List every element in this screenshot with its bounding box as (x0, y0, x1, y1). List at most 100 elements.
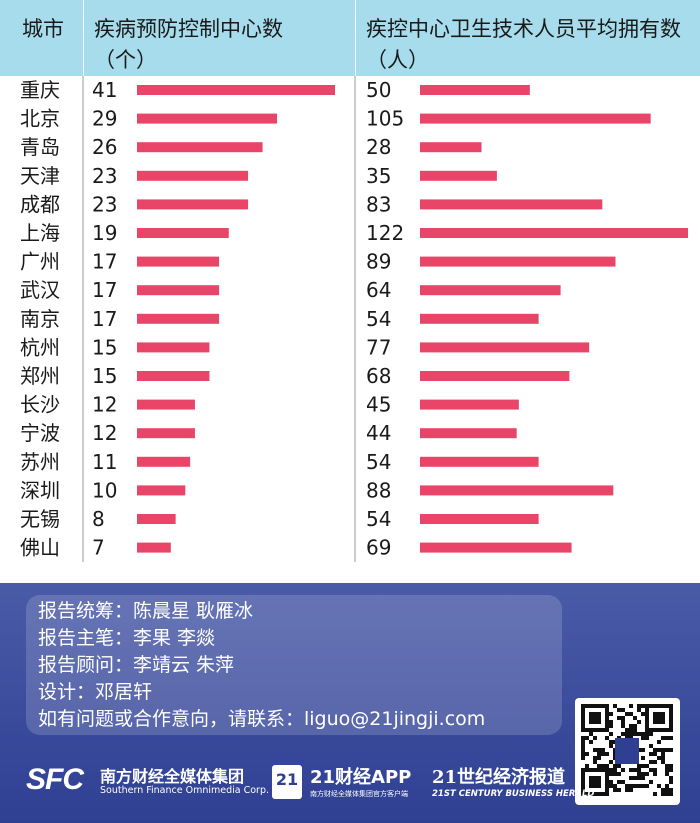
qr-module (669, 788, 673, 792)
staff-avg-bar (420, 371, 570, 381)
staff-avg-bar (420, 256, 616, 267)
qr-module (629, 728, 633, 732)
qr-module (661, 792, 665, 796)
city-column-header: 城市 (22, 17, 64, 41)
qr-module (621, 716, 625, 720)
city-label: 苏州 (20, 450, 60, 474)
qr-module (609, 772, 613, 776)
cdc-count-value: 23 (92, 164, 117, 188)
herald-english-name: 21ST CENTURY BUSINESS HERALD (432, 789, 595, 799)
qr-center-badge (615, 738, 639, 764)
staff-avg-bar (420, 113, 651, 124)
app-badge-icon: 21 (272, 765, 302, 799)
staff-avg-value: 105 (366, 107, 404, 131)
staff-avg-value: 83 (366, 192, 391, 216)
qr-module (585, 736, 589, 740)
qr-module (609, 780, 613, 784)
cdc-count-bar (137, 142, 263, 153)
qr-module (657, 740, 661, 744)
staff-avg-bar (420, 428, 517, 439)
cdc-count-value: 15 (92, 335, 117, 359)
city-label: 宁波 (20, 421, 60, 445)
qr-module (629, 732, 633, 736)
qr-module (665, 748, 669, 752)
qr-module (661, 736, 665, 740)
cdc-count-value: 17 (92, 250, 117, 274)
qr-module (581, 740, 585, 744)
qr-module (649, 760, 653, 764)
qr-module (593, 756, 597, 760)
qr-module (669, 768, 673, 772)
qr-module (641, 732, 645, 736)
cdc-count-value: 23 (92, 192, 117, 216)
staff-avg-bar (420, 142, 482, 153)
qr-module (665, 768, 669, 772)
qr-module (649, 780, 653, 784)
app-subtitle: 南方财经全媒体集团官方客户端 (310, 790, 408, 798)
staff-avg-column-header: 疾控中心卫生技术人员平均拥有数 （人） (366, 17, 681, 72)
qr-module (621, 720, 625, 724)
staff-avg-value: 45 (366, 393, 391, 417)
qr-module (641, 704, 645, 708)
staff-avg-value: 68 (366, 364, 391, 388)
cdc-count-bar (137, 514, 176, 524)
city-label: 成都 (20, 192, 60, 216)
qr-module (609, 712, 613, 716)
qr-module (609, 760, 613, 764)
qr-module (645, 784, 649, 788)
qr-code-icon[interactable] (575, 698, 680, 805)
qr-module (637, 704, 641, 708)
qr-module (629, 724, 633, 728)
qr-module (585, 764, 589, 768)
qr-module (629, 712, 633, 716)
qr-module (605, 736, 609, 740)
qr-module (653, 748, 657, 752)
staff-avg-value: 77 (366, 335, 391, 359)
qr-module (657, 748, 661, 752)
qr-module (589, 732, 593, 736)
qr-module (601, 752, 605, 756)
qr-module (633, 716, 637, 720)
qr-module (613, 704, 617, 708)
qr-finder (589, 776, 601, 788)
staff-avg-value: 89 (366, 250, 391, 274)
cdc-count-value: 15 (92, 364, 117, 388)
city-label: 广州 (20, 250, 60, 274)
cdc-count-value: 10 (92, 478, 117, 502)
cdc-count-bar (137, 85, 335, 95)
qr-module (665, 736, 669, 740)
qr-module (613, 784, 617, 788)
cdc-count-bar (137, 313, 220, 324)
qr-module (665, 772, 669, 776)
qr-module (601, 764, 605, 768)
credits-box: 报告统筹：陈晨星 耿雁冰 报告主笔：李果 李燚 报告顾问：李靖云 朱萍 设计：邓… (26, 595, 562, 735)
staff-avg-bar (420, 313, 539, 324)
qr-module (641, 736, 645, 740)
qr-module (649, 732, 653, 736)
qr-module (605, 764, 609, 768)
qr-module (657, 784, 661, 788)
qr-module (621, 780, 625, 784)
qr-module (641, 748, 645, 752)
qr-module (593, 736, 597, 740)
qr-module (609, 768, 613, 772)
qr-module (641, 776, 645, 780)
qr-module (629, 784, 633, 788)
qr-module (617, 716, 621, 720)
qr-module (593, 760, 597, 764)
qr-module (669, 776, 673, 780)
cdc-count-bar (137, 342, 210, 353)
qr-module (617, 708, 621, 712)
qr-module (661, 756, 665, 760)
qr-module (653, 752, 657, 756)
qr-module (597, 764, 601, 768)
qr-module (641, 784, 645, 788)
qr-module (653, 760, 657, 764)
qr-module (669, 780, 673, 784)
qr-module (669, 764, 673, 768)
footer: 报告统筹：陈晨星 耿雁冰 报告主笔：李果 李燚 报告顾问：李靖云 朱萍 设计：邓… (0, 583, 700, 823)
city-label: 重庆 (20, 78, 60, 102)
qr-module (597, 752, 601, 756)
qr-module (637, 784, 641, 788)
staff-avg-value: 44 (366, 421, 391, 445)
